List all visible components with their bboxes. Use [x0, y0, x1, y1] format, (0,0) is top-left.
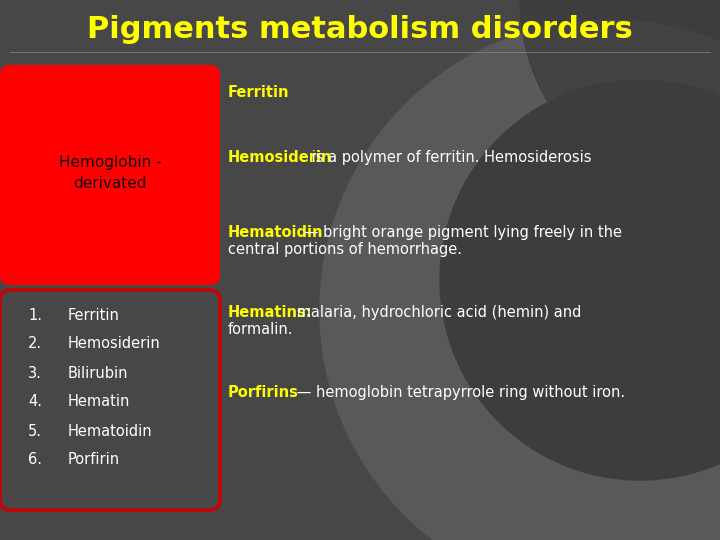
Text: 4.: 4. [28, 395, 42, 409]
Text: Porfirin: Porfirin [68, 453, 120, 468]
Text: is a polymer of ferritin. Hemosiderosis: is a polymer of ferritin. Hemosiderosis [307, 150, 591, 165]
Text: Hematin: Hematin [68, 395, 130, 409]
Text: central portions of hemorrhage.: central portions of hemorrhage. [228, 242, 462, 257]
Text: Hemoglobin -: Hemoglobin - [59, 154, 161, 170]
Text: 1.: 1. [28, 307, 42, 322]
Circle shape [440, 80, 720, 480]
Text: 3.: 3. [28, 366, 42, 381]
Text: malaria, hydrochloric acid (hemin) and: malaria, hydrochloric acid (hemin) and [292, 305, 582, 320]
Text: 5.: 5. [28, 423, 42, 438]
Text: Hematins:: Hematins: [228, 305, 312, 320]
Text: Pigments metabolism disorders: Pigments metabolism disorders [87, 16, 633, 44]
Text: Hemosiderin: Hemosiderin [228, 150, 333, 165]
Text: 6.: 6. [28, 453, 42, 468]
Text: 2.: 2. [28, 336, 42, 352]
Text: Bilirubin: Bilirubin [68, 366, 128, 381]
FancyBboxPatch shape [0, 65, 220, 285]
Text: derivated: derivated [73, 177, 147, 192]
Text: Porfirins: Porfirins [228, 385, 299, 400]
Text: Hematoidin: Hematoidin [228, 225, 323, 240]
Circle shape [520, 0, 720, 200]
Text: — hemoglobin tetrapyrrole ring without iron.: — hemoglobin tetrapyrrole ring without i… [292, 385, 626, 400]
Text: Ferritin: Ferritin [68, 307, 120, 322]
Text: Hemosiderin: Hemosiderin [68, 336, 161, 352]
Text: Hematoidin: Hematoidin [68, 423, 153, 438]
Circle shape [320, 20, 720, 540]
Text: Ferritin: Ferritin [228, 85, 289, 100]
FancyBboxPatch shape [0, 290, 220, 510]
Text: — bright orange pigment lying freely in the: — bright orange pigment lying freely in … [300, 225, 622, 240]
Text: formalin.: formalin. [228, 322, 294, 337]
